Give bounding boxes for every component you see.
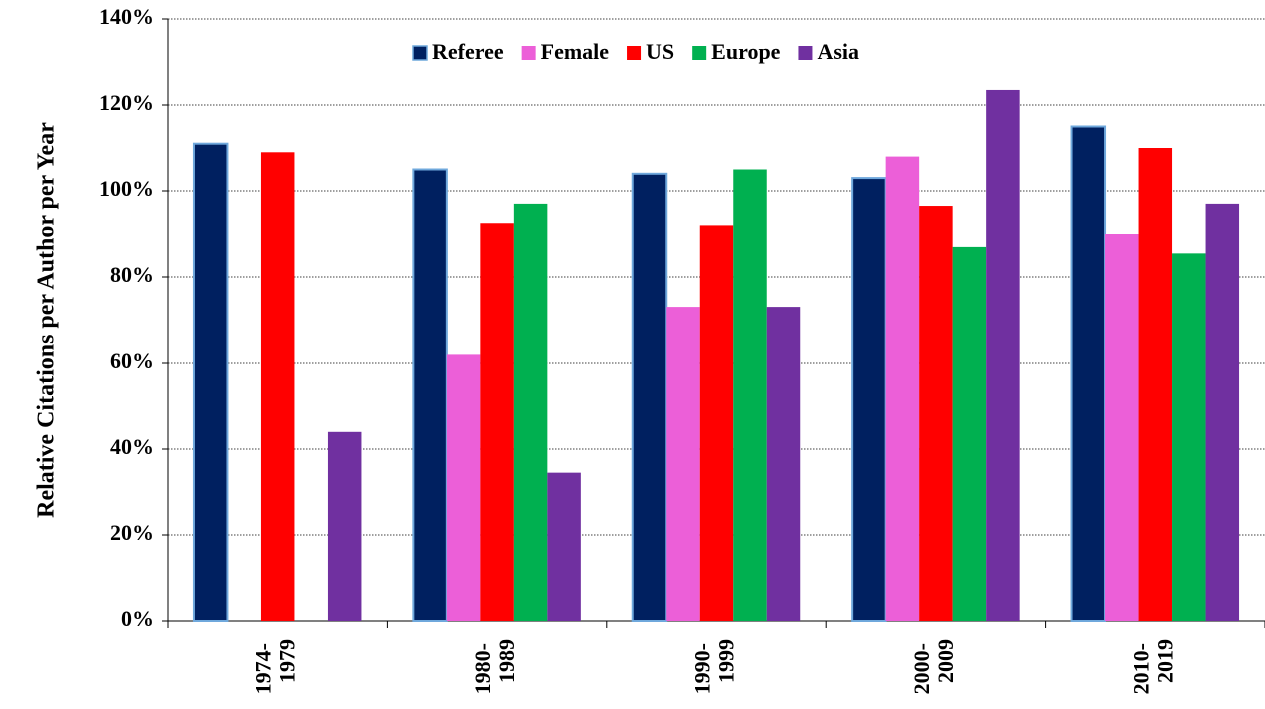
x-tick-label-line: 2019	[1152, 639, 1177, 683]
legend-label: Referee	[432, 39, 504, 64]
bar	[733, 169, 767, 621]
bar	[513, 203, 548, 621]
x-tick-label: 1990-1999	[690, 639, 739, 694]
x-tick-label: 2010-2019	[1128, 639, 1177, 694]
bar	[885, 156, 920, 621]
y-tick-label: 60%	[110, 348, 154, 373]
bar	[547, 472, 581, 621]
x-tick-label-line: 2010-	[1128, 643, 1153, 694]
bar	[1172, 253, 1206, 621]
bar	[412, 168, 448, 622]
x-tick-label-line: 1990-	[690, 643, 715, 694]
x-tick-label: 1980-1989	[470, 639, 519, 694]
bar	[631, 172, 668, 623]
bar	[480, 223, 514, 621]
y-tick-label: 80%	[110, 262, 154, 287]
legend-label: Europe	[711, 39, 781, 64]
bar	[260, 152, 295, 622]
x-tick-label-line: 1979	[275, 639, 300, 683]
bar	[1205, 203, 1240, 621]
bar	[919, 206, 953, 622]
bar	[666, 307, 700, 621]
x-tick-label: 1974-1979	[251, 639, 300, 694]
legend-swatch	[798, 46, 813, 60]
bar	[327, 431, 362, 621]
y-tick-label: 20%	[110, 520, 154, 545]
legend-swatch	[627, 46, 642, 60]
y-tick-label: 40%	[110, 434, 154, 459]
legend-swatch	[692, 46, 707, 60]
bar	[192, 142, 229, 622]
bar	[1070, 125, 1107, 622]
legend-swatch	[521, 46, 536, 60]
x-tick-label: 2000-2009	[909, 639, 958, 694]
x-tick-label-line: 1980-	[470, 643, 495, 694]
legend-swatch	[412, 45, 428, 61]
y-tick-label: 0%	[121, 606, 154, 631]
bar	[1105, 234, 1139, 621]
y-tick-label: 140%	[99, 4, 154, 29]
x-tick-label-line: 2000-	[909, 643, 934, 694]
bar	[986, 89, 1020, 621]
y-axis-title: Relative Citations per Author per Year	[34, 122, 60, 518]
x-tick-label-line: 1974-	[251, 643, 276, 694]
legend-label: US	[646, 39, 674, 64]
legend-label: Female	[541, 39, 610, 64]
legend-label: Asia	[817, 39, 859, 64]
x-tick-label-line: 2009	[933, 639, 958, 683]
bar	[952, 246, 987, 621]
y-tick-label: 100%	[99, 176, 154, 201]
bar	[446, 354, 481, 621]
x-tick-label-line: 1989	[494, 639, 519, 683]
x-tick-label-line: 1999	[714, 639, 739, 683]
bar	[851, 177, 887, 622]
y-tick-label: 120%	[99, 90, 154, 115]
bar	[699, 225, 734, 621]
bar	[766, 307, 801, 621]
bar	[1138, 148, 1173, 621]
